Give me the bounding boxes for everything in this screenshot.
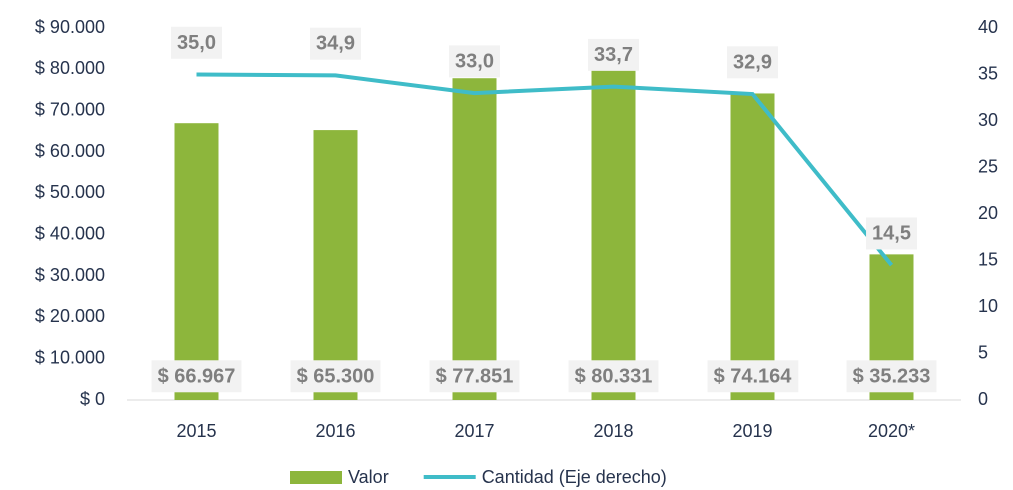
y-tick-label: $ 20.000 [35, 306, 105, 326]
line [196, 72, 894, 267]
data-label-box [588, 38, 639, 71]
y2-tick-label: 10 [978, 296, 998, 316]
data-label-box [429, 360, 520, 393]
data-label: 32,9 [733, 51, 772, 73]
x-tick-label: 2017 [454, 421, 494, 441]
y2-tick-label: 15 [978, 249, 998, 269]
data-label-box [568, 360, 659, 393]
data-label: $ 66.967 [158, 365, 236, 387]
data-label-box [846, 360, 937, 393]
y2-tick-label: 40 [978, 17, 998, 37]
data-label-box [171, 26, 222, 59]
data-label-box [727, 46, 778, 79]
y-tick-label: $ 50.000 [35, 182, 105, 202]
x-tick-label: 2019 [732, 421, 772, 441]
y2-tick-label: 5 [978, 342, 988, 362]
y-tick-label: $ 40.000 [35, 223, 105, 243]
y-tick-label: $ 70.000 [35, 99, 105, 119]
y2-tick-label: 20 [978, 203, 998, 223]
y-tick-label: $ 30.000 [35, 265, 105, 285]
data-label: $ 80.331 [575, 365, 653, 387]
y2-tick-label: 0 [978, 389, 988, 409]
legend-swatch [290, 471, 342, 484]
data-label-box [290, 360, 381, 393]
data-label: 35,0 [177, 32, 216, 54]
data-label-box [866, 217, 917, 250]
y-tick-label: $ 80.000 [35, 58, 105, 78]
data-label: 14,5 [872, 222, 911, 244]
data-label: $ 35.233 [853, 365, 931, 387]
y-tick-label: $ 0 [80, 389, 105, 409]
data-label-box [449, 45, 500, 78]
legend-label: Valor [348, 467, 389, 487]
bar [452, 78, 497, 400]
data-label: $ 65.300 [297, 365, 375, 387]
y2-tick-label: 30 [978, 110, 998, 130]
data-label: 34,9 [316, 33, 355, 55]
data-label: $ 74.164 [714, 365, 793, 387]
data-label-box [707, 360, 799, 393]
data-label-box [151, 360, 242, 393]
y-tick-label: $ 10.000 [35, 347, 105, 367]
data-label: $ 77.851 [436, 365, 514, 387]
x-tick-label: 2018 [593, 421, 633, 441]
y2-tick-label: 35 [978, 63, 998, 83]
data-label: 33,0 [455, 50, 494, 72]
y-tick-label: $ 90.000 [35, 17, 105, 37]
x-tick-label: 2015 [176, 421, 216, 441]
bar [730, 93, 775, 400]
legend-label: Cantidad (Eje derecho) [482, 467, 667, 487]
y2-tick-label: 25 [978, 156, 998, 176]
data-label-box [310, 27, 361, 60]
bar [313, 130, 358, 401]
x-tick-label: 2016 [315, 421, 355, 441]
bar [174, 123, 219, 400]
x-tick-label: 2020* [868, 421, 915, 441]
data-label: 33,7 [594, 44, 633, 66]
y-tick-label: $ 60.000 [35, 141, 105, 161]
bar [591, 67, 636, 400]
